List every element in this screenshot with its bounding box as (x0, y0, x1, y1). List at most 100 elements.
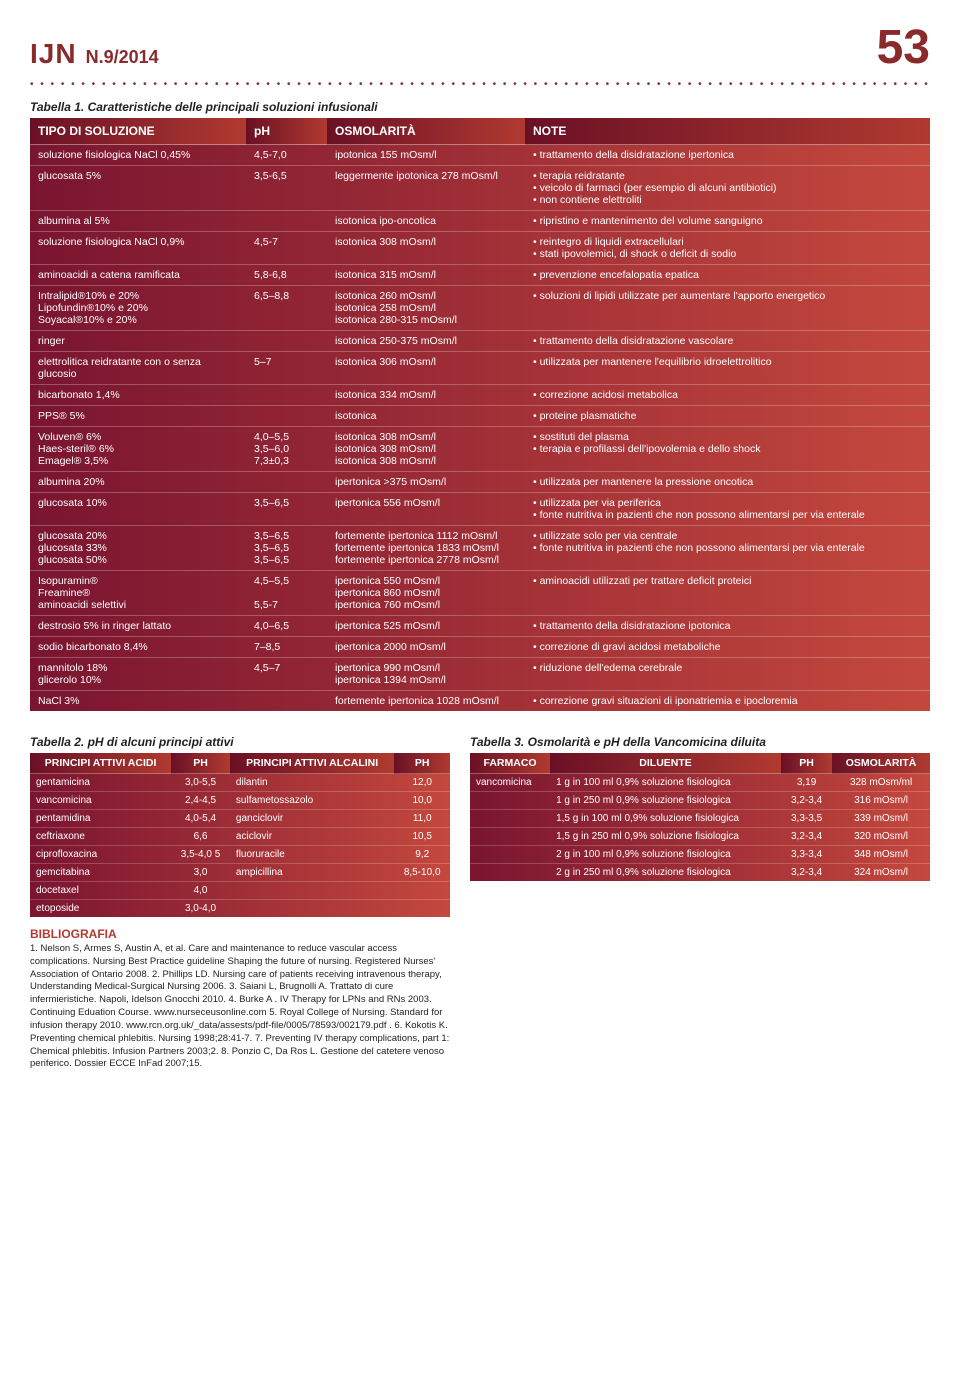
cell: 1 g in 250 ml 0,9% soluzione fisiologica (550, 792, 781, 810)
cell-tipo: PPS® 5% (30, 406, 246, 427)
cell (470, 864, 550, 882)
cell (470, 792, 550, 810)
table-row: PPS® 5% isotonicaproteine plasmatiche (30, 406, 930, 427)
cell (470, 810, 550, 828)
cell: 3,0 (171, 864, 230, 882)
cell-tipo: albumina al 5% (30, 211, 246, 232)
cell: 9,2 (394, 846, 450, 864)
cell-ph (246, 472, 327, 493)
note-item: utilizzata per via periferica (533, 497, 922, 509)
table-row: elettrolitica reidratante con o senza gl… (30, 352, 930, 385)
cell: 3,5-4,0 5 (171, 846, 230, 864)
cell-osm: ipertonica >375 mOsm/l (327, 472, 525, 493)
table-row: glucosata 10%3,5–6,5ipertonica 556 mOsm/… (30, 493, 930, 526)
cell-note: prevenzione encefalopatia epatica (525, 265, 930, 286)
table-row: destrosio 5% in ringer lattato4,0–6,5ipe… (30, 616, 930, 637)
cell-osm: isotonica 315 mOsm/l (327, 265, 525, 286)
journal-code: IJN (30, 38, 77, 69)
cell-tipo: Voluven® 6% Haes-steril® 6% Emagel® 3,5% (30, 427, 246, 472)
cell-osm: isotonica (327, 406, 525, 427)
table-row: aminoacidi a catena ramificata5,8-6,8iso… (30, 265, 930, 286)
cell-tipo: soluzione fisiologica NaCl 0,9% (30, 232, 246, 265)
table-row: etoposide3,0-4,0 (30, 900, 450, 918)
cell-ph: 6,5–8,8 (246, 286, 327, 331)
cell-ph: 4,5-7,0 (246, 145, 327, 166)
cell-tipo: glucosata 20% glucosata 33% glucosata 50… (30, 526, 246, 571)
cell: aciclovir (230, 828, 394, 846)
cell-ph: 5–7 (246, 352, 327, 385)
cell: ganciclovir (230, 810, 394, 828)
cell-osm: ipertonica 2000 mOsm/l (327, 637, 525, 658)
cell-osm: isotonica 306 mOsm/l (327, 352, 525, 385)
table-row: gemcitabina3,0ampicillina8,5-10,0 (30, 864, 450, 882)
cell: vancomicina (470, 774, 550, 792)
cell: 3,0-4,0 (171, 900, 230, 918)
table-row: ciprofloxacina3,5-4,0 5fluoruracile9,2 (30, 846, 450, 864)
cell-tipo: destrosio 5% in ringer lattato (30, 616, 246, 637)
note-item: trattamento della disidratazione iperton… (533, 149, 922, 161)
note-item: sostituti del plasma (533, 431, 922, 443)
cell-ph: 4,0–5,5 3,5–6,0 7,3±0,3 (246, 427, 327, 472)
bottom-section: Tabella 2. pH di alcuni principi attivi … (30, 729, 930, 1071)
cell-note: correzione di gravi acidosi metaboliche (525, 637, 930, 658)
cell-tipo: bicarbonato 1,4% (30, 385, 246, 406)
cell: 3,2-3,4 (781, 792, 832, 810)
cell-note: terapia reidratanteveicolo di farmaci (p… (525, 166, 930, 211)
cell: 6,6 (171, 828, 230, 846)
note-item: stati ipovolemici, di shock o deficit di… (533, 248, 922, 260)
t3-col2: PH (781, 753, 832, 774)
note-item: fonte nutritiva in pazienti che non poss… (533, 509, 922, 521)
table-row: 2 g in 250 ml 0,9% soluzione fisiologica… (470, 864, 930, 882)
cell-note: correzione acidosi metabolica (525, 385, 930, 406)
cell-tipo: elettrolitica reidratante con o senza gl… (30, 352, 246, 385)
cell-osm: isotonica 250-375 mOsm/l (327, 331, 525, 352)
col-osm: OSMOLARITÀ (327, 118, 525, 145)
cell (394, 900, 450, 918)
cell: ciprofloxacina (30, 846, 171, 864)
cell-note: soluzioni di lipidi utilizzate per aumen… (525, 286, 930, 331)
cell-ph: 4,5–5,5 5,5-7 (246, 571, 327, 616)
cell-tipo: mannitolo 18% glicerolo 10% (30, 658, 246, 691)
col-note: NOTE (525, 118, 930, 145)
cell: 3,3-3,5 (781, 810, 832, 828)
cell: gemcitabina (30, 864, 171, 882)
dotted-divider: • • • • • • • • • • • • • • • • • • • • … (30, 79, 930, 90)
table-row: NaCl 3%fortemente ipertonica 1028 mOsm/l… (30, 691, 930, 712)
cell-note: ripristino e mantenimento del volume san… (525, 211, 930, 232)
cell-osm: fortemente ipertonica 1112 mOsm/l fortem… (327, 526, 525, 571)
table-row: 1,5 g in 250 ml 0,9% soluzione fisiologi… (470, 828, 930, 846)
note-item: utilizzata per mantenere la pressione on… (533, 476, 922, 488)
cell: 3,2-3,4 (781, 864, 832, 882)
t3-col3: OSMOLARITÀ (832, 753, 930, 774)
cell (470, 846, 550, 864)
cell: 12,0 (394, 774, 450, 792)
cell-osm: isotonica 260 mOsm/l isotonica 258 mOsm/… (327, 286, 525, 331)
cell-ph (246, 691, 327, 712)
note-item: terapia reidratante (533, 170, 922, 182)
cell-note: correzione gravi situazioni di iponatrie… (525, 691, 930, 712)
cell-osm: isotonica 308 mOsm/l (327, 232, 525, 265)
cell: 8,5-10,0 (394, 864, 450, 882)
note-item: ripristino e mantenimento del volume san… (533, 215, 922, 227)
page-header: IJN N.9/2014 53 (30, 20, 930, 75)
left-column: Tabella 2. pH di alcuni principi attivi … (30, 729, 450, 1071)
table-row: 1 g in 250 ml 0,9% soluzione fisiologica… (470, 792, 930, 810)
cell: 3,3-3,4 (781, 846, 832, 864)
table-row: soluzione fisiologica NaCl 0,45%4,5-7,0i… (30, 145, 930, 166)
note-item: fonte nutritiva in pazienti che non poss… (533, 542, 922, 554)
cell-ph: 5,8-6,8 (246, 265, 327, 286)
cell-note: sostituti del plasmaterapia e profilassi… (525, 427, 930, 472)
table-row: albumina al 5%isotonica ipo-oncoticaripr… (30, 211, 930, 232)
note-item: correzione acidosi metabolica (533, 389, 922, 401)
cell-ph: 4,5–7 (246, 658, 327, 691)
table1-body: soluzione fisiologica NaCl 0,45%4,5-7,0 i… (30, 145, 930, 712)
cell-tipo: soluzione fisiologica NaCl 0,45% (30, 145, 246, 166)
cell-note: proteine plasmatiche (525, 406, 930, 427)
note-item: trattamento della disidratazione ipotoni… (533, 620, 922, 632)
note-item: utilizzata per mantenere l'equilibrio id… (533, 356, 922, 368)
table-row: albumina 20%ipertonica >375 mOsm/lutiliz… (30, 472, 930, 493)
cell: 10,5 (394, 828, 450, 846)
col-ph: pH (246, 118, 327, 145)
cell-tipo: glucosata 10% (30, 493, 246, 526)
cell: 1,5 g in 250 ml 0,9% soluzione fisiologi… (550, 828, 781, 846)
